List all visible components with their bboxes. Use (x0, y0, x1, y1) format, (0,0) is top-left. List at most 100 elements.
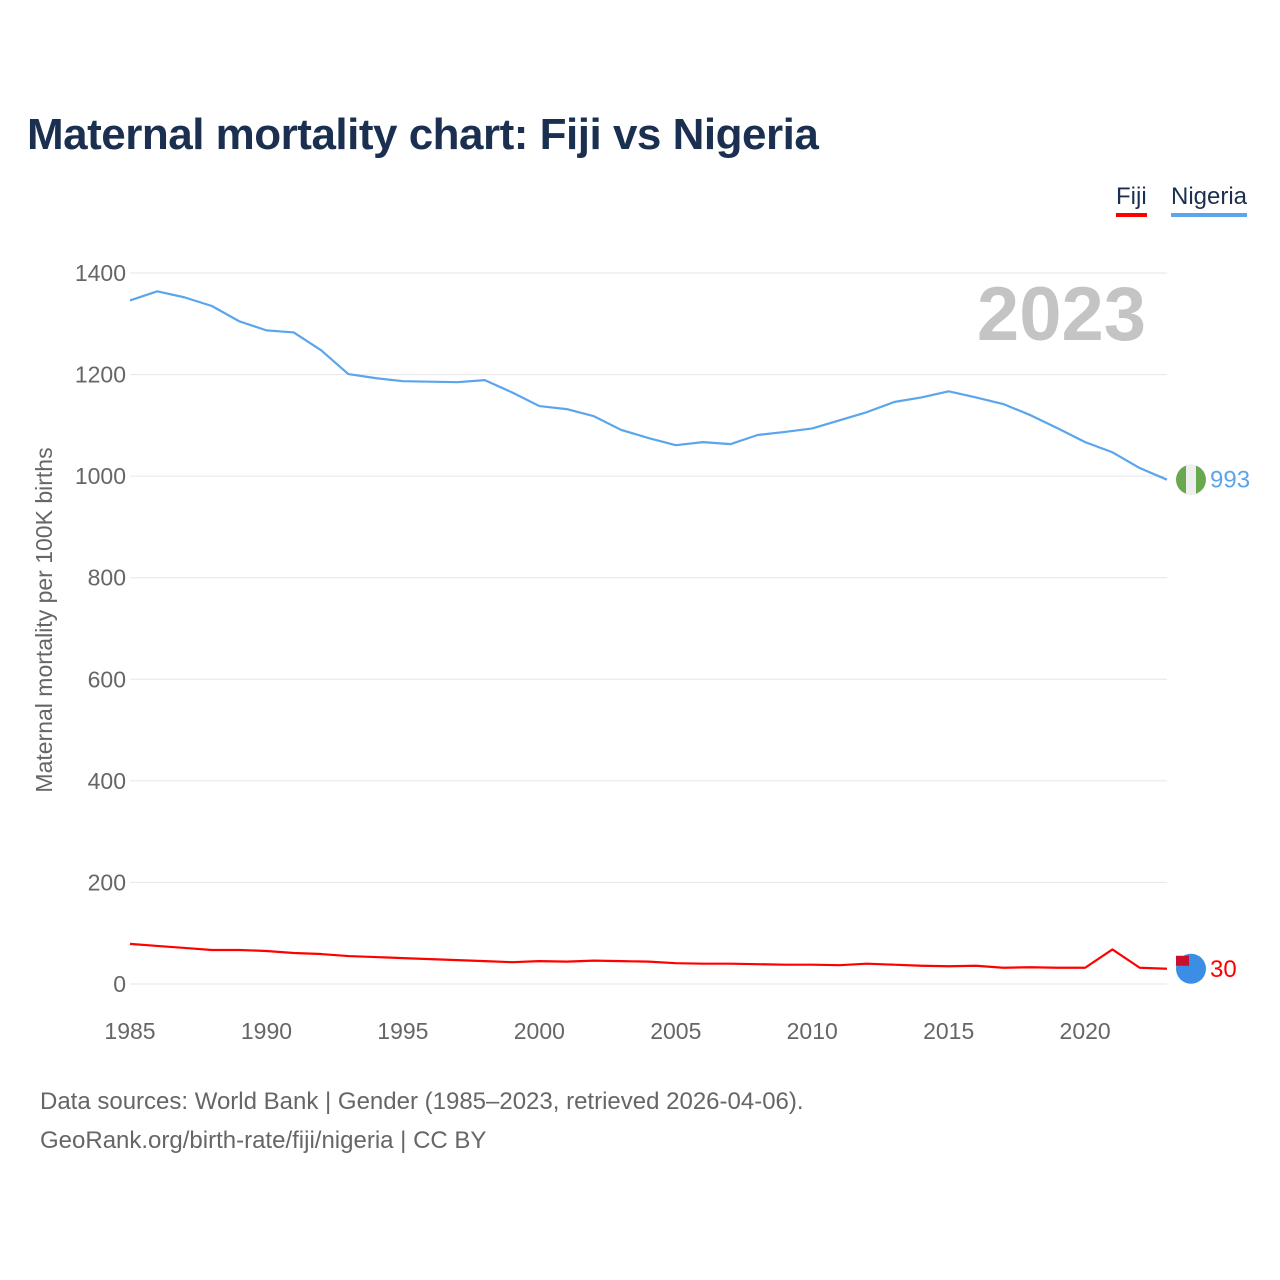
data-point-fiji (482, 958, 488, 964)
y-tick-label: 800 (88, 565, 126, 591)
y-axis-label: Maternal mortality per 100K births (31, 447, 57, 792)
data-point-nigeria (837, 417, 843, 423)
data-point-nigeria (782, 429, 788, 435)
data-point-nigeria (373, 375, 379, 381)
data-point-nigeria (755, 432, 761, 438)
source-url[interactable]: GeoRank.org/birth-rate/fiji/nigeria | CC… (40, 1127, 487, 1154)
y-tick-label: 600 (88, 666, 126, 692)
data-point-nigeria (891, 399, 897, 405)
y-tick-label: 400 (88, 768, 126, 794)
data-point-nigeria (1109, 449, 1115, 455)
data-point-nigeria (1028, 412, 1034, 418)
end-label-nigeria: 993 (1210, 467, 1250, 494)
x-tick-label: 2005 (650, 1018, 701, 1044)
data-point-nigeria (509, 389, 515, 395)
x-tick-label: 2015 (923, 1018, 974, 1044)
data-point-fiji (291, 950, 297, 956)
data-point-fiji (809, 962, 815, 968)
data-point-fiji (127, 941, 133, 947)
data-point-fiji (700, 961, 706, 967)
data-point-nigeria (809, 425, 815, 431)
data-point-nigeria (591, 413, 597, 419)
data-point-fiji (263, 948, 269, 954)
data-point-nigeria (127, 297, 133, 303)
data-point-nigeria (345, 371, 351, 377)
data-point-fiji (564, 959, 570, 965)
legend-fiji[interactable]: Fiji (1116, 183, 1147, 217)
data-point-nigeria (727, 441, 733, 447)
data-point-fiji (1000, 965, 1006, 971)
data-point-fiji (236, 947, 242, 953)
x-tick-label: 2010 (787, 1018, 838, 1044)
data-point-nigeria (400, 378, 406, 384)
x-tick-label: 1990 (241, 1018, 292, 1044)
data-point-fiji (1055, 965, 1061, 971)
legend-nigeria[interactable]: Nigeria (1171, 183, 1248, 217)
data-point-fiji (673, 960, 679, 966)
x-tick-label: 2000 (514, 1018, 565, 1044)
y-tick-label: 1200 (75, 362, 126, 388)
data-point-nigeria (673, 442, 679, 448)
data-point-fiji (509, 959, 515, 965)
data-point-nigeria (454, 379, 460, 385)
data-point-nigeria (1082, 439, 1088, 445)
data-point-fiji (782, 962, 788, 968)
data-point-fiji (1137, 965, 1143, 971)
data-point-nigeria (646, 435, 652, 441)
data-point-fiji (973, 963, 979, 969)
data-point-fiji (864, 961, 870, 967)
data-point-nigeria (618, 427, 624, 433)
y-tick-label: 200 (88, 869, 126, 895)
fiji-flag-union (1176, 955, 1189, 966)
data-point-nigeria (482, 377, 488, 383)
data-point-fiji (345, 953, 351, 959)
x-tick-label: 1995 (377, 1018, 428, 1044)
data-point-fiji (209, 947, 215, 953)
data-point-fiji (454, 957, 460, 963)
data-point-fiji (755, 961, 761, 967)
chart-title: Maternal mortality chart: Fiji vs Nigeri… (27, 110, 819, 159)
series-line-fiji (129, 942, 1168, 970)
data-point-nigeria (263, 327, 269, 333)
data-point-fiji (1028, 964, 1034, 970)
data-point-nigeria (864, 409, 870, 415)
data-point-nigeria (564, 406, 570, 412)
data-point-fiji (318, 951, 324, 957)
data-point-fiji (946, 963, 952, 969)
data-point-fiji (837, 962, 843, 968)
data-point-fiji (891, 962, 897, 968)
end-label-fiji: 30 (1210, 956, 1237, 983)
data-point-fiji (727, 961, 733, 967)
y-tick-label: 1400 (75, 260, 126, 286)
data-sources: Data sources: World Bank | Gender (1985–… (40, 1088, 804, 1115)
data-point-fiji (373, 954, 379, 960)
data-point-nigeria (318, 347, 324, 353)
data-point-nigeria (1055, 425, 1061, 431)
data-point-nigeria (182, 294, 188, 300)
data-point-fiji (591, 958, 597, 964)
x-tick-label: 1985 (104, 1018, 155, 1044)
data-point-fiji (400, 955, 406, 961)
data-point-nigeria (973, 394, 979, 400)
data-point-fiji (918, 963, 924, 969)
data-point-fiji (427, 956, 433, 962)
data-point-nigeria (236, 318, 242, 324)
y-tick-label: 0 (113, 971, 126, 997)
data-point-fiji (646, 959, 652, 965)
data-point-fiji (1164, 966, 1170, 972)
data-point-nigeria (946, 388, 952, 394)
data-point-nigeria (209, 303, 215, 309)
data-point-nigeria (918, 394, 924, 400)
data-point-fiji (154, 943, 160, 949)
data-point-nigeria (536, 403, 542, 409)
data-point-fiji (1082, 965, 1088, 971)
data-point-fiji (1109, 946, 1115, 952)
year-watermark: 2023 (977, 272, 1146, 357)
data-point-nigeria (291, 329, 297, 335)
x-tick-label: 2020 (1060, 1018, 1111, 1044)
data-point-fiji (182, 945, 188, 951)
data-point-nigeria (1164, 477, 1170, 483)
y-tick-label: 1000 (75, 463, 126, 489)
data-point-nigeria (427, 379, 433, 385)
data-point-nigeria (700, 439, 706, 445)
